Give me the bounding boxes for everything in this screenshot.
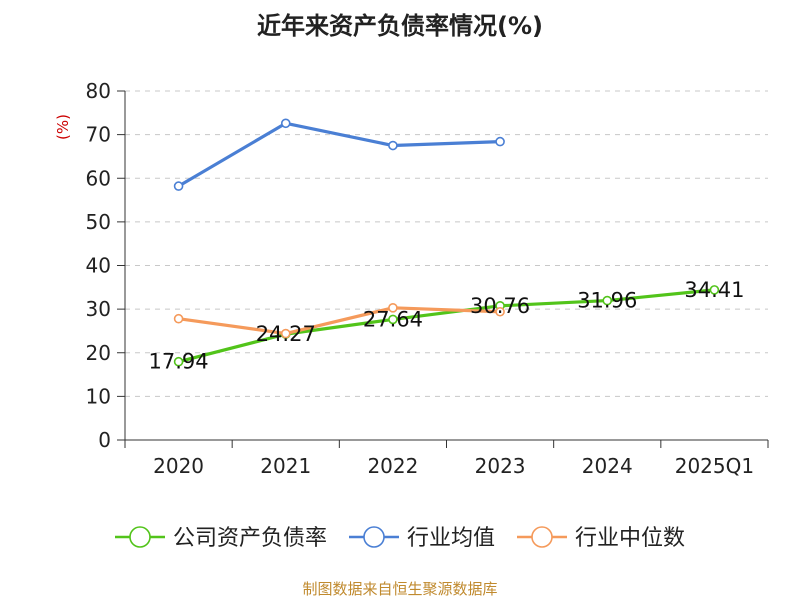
data-point [173, 356, 184, 367]
y-tick-label: 0 [98, 428, 111, 452]
data-point [173, 181, 184, 191]
legend[interactable]: 公司资产负债率 行业均值 行业中位数 [115, 526, 685, 551]
source-note: 制图数据来自恒生聚源数据库 [302, 580, 498, 598]
data-point [280, 328, 291, 339]
y-tick-label: 50 [86, 210, 111, 234]
data-point [602, 295, 613, 306]
data-label: 30.76 [470, 294, 530, 318]
data-point [495, 306, 505, 317]
y-tick-label: 10 [86, 384, 111, 408]
series-lines [173, 118, 720, 367]
legend-item[interactable]: 行业中位数 [517, 526, 685, 551]
data-labels: 17.94 24.27 27.64 30.76 31.96 34.41 [149, 278, 745, 374]
series-line [176, 121, 502, 188]
legend-marker-circle [531, 526, 553, 548]
y-tick-label: 60 [86, 166, 111, 190]
data-label: 27.64 [363, 307, 423, 331]
data-label: 31.96 [577, 289, 637, 313]
data-point [388, 140, 398, 151]
legend-item[interactable]: 公司资产负债率 [115, 526, 327, 551]
chart-title: 近年来资产负债率情况(%) [257, 12, 543, 40]
legend-marker-circle [129, 526, 151, 548]
x-tick-label: 2024 [582, 454, 633, 478]
data-point [388, 314, 398, 325]
y-axis-label: (%) [54, 114, 72, 140]
legend-label: 行业中位数 [575, 526, 685, 551]
x-tick-label: 2021 [260, 454, 311, 478]
y-tick-label: 20 [86, 341, 111, 365]
data-point [495, 136, 505, 147]
axes: 0 10 20 30 40 50 60 70 80 2020 2021 2022 2023 2024 202… [54, 79, 769, 478]
x-tick-label: 2020 [153, 454, 204, 478]
data-point [388, 303, 398, 313]
legend-marker-circle [363, 526, 385, 548]
data-point [709, 285, 720, 295]
data-label: 24.27 [256, 322, 316, 346]
series-line [176, 306, 502, 336]
y-tick-label: 40 [86, 254, 111, 278]
y-tick-label: 30 [86, 297, 111, 321]
data-point [280, 118, 291, 129]
data-label: 17.94 [149, 350, 209, 374]
data-point [173, 313, 184, 324]
y-tick-label: 80 [86, 79, 111, 103]
y-tick-label: 70 [86, 123, 111, 147]
legend-label: 行业均值 [407, 526, 495, 551]
legend-label: 公司资产负债率 [173, 526, 327, 551]
x-tick-label: 2023 [475, 454, 526, 478]
data-label: 34.41 [684, 278, 744, 302]
x-tick-label: 2025Q1 [675, 454, 754, 478]
legend-item[interactable]: 行业均值 [349, 526, 495, 551]
x-tick-label: 2022 [367, 454, 418, 478]
series-line [176, 288, 717, 364]
